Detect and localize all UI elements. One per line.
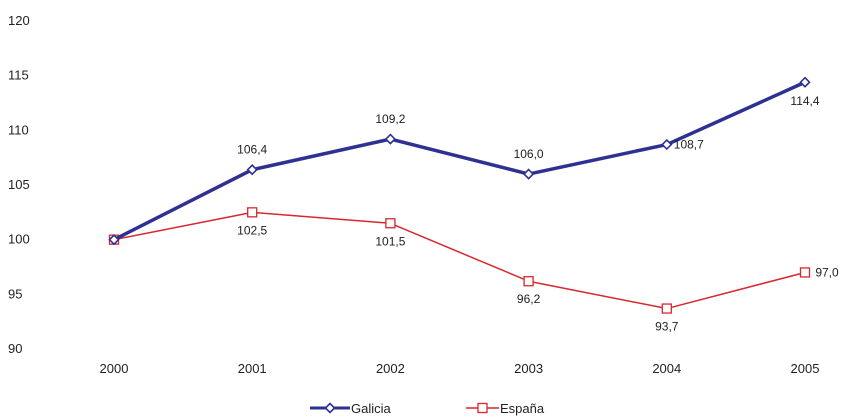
series-line bbox=[113, 80, 806, 242]
data-point-marker bbox=[247, 207, 258, 218]
legend-label: España bbox=[500, 401, 545, 416]
y-tick-label: 90 bbox=[8, 341, 22, 356]
data-point-marker bbox=[246, 164, 258, 176]
data-point-marker bbox=[477, 402, 488, 414]
y-tick-label: 100 bbox=[8, 232, 30, 247]
y-tick-label: 110 bbox=[8, 122, 29, 137]
x-tick-label: 2000 bbox=[100, 361, 129, 376]
data-point-marker bbox=[385, 218, 396, 229]
data-label: 106,4 bbox=[237, 143, 267, 157]
data-label: 93,7 bbox=[655, 320, 679, 334]
x-tick-label: 2004 bbox=[652, 361, 681, 376]
data-label: 101,5 bbox=[375, 234, 405, 248]
data-point-marker bbox=[661, 303, 672, 314]
series-galicia: 106,4 109,2 106,0 108,7 114,4 bbox=[108, 76, 820, 246]
data-label: 97,0 bbox=[815, 265, 839, 279]
legend-label: Galicia bbox=[351, 401, 392, 416]
data-label: 109,2 bbox=[375, 112, 405, 126]
data-point-marker bbox=[384, 133, 397, 145]
data-label: 96,2 bbox=[517, 292, 541, 306]
data-label: 102,5 bbox=[237, 223, 267, 237]
data-point-marker bbox=[523, 276, 534, 287]
data-label: 114,4 bbox=[790, 94, 819, 108]
series-layer: 102,5 101,5 96,2 93,7 97,0 106,4 109,2 106,0 108… bbox=[108, 76, 839, 334]
y-tick-label: 115 bbox=[8, 68, 29, 83]
series-espana: 102,5 101,5 96,2 93,7 97,0 bbox=[108, 207, 839, 334]
y-tick-label: 105 bbox=[8, 177, 30, 192]
y-axis: 90 95 100 105 110 115 120 bbox=[8, 13, 30, 356]
data-point-marker bbox=[661, 138, 673, 151]
x-tick-label: 2003 bbox=[514, 361, 543, 376]
legend-item-galicia: Galicia bbox=[310, 401, 392, 416]
data-label: 106,0 bbox=[514, 147, 544, 161]
y-tick-label: 95 bbox=[8, 286, 22, 301]
data-point-marker bbox=[324, 402, 336, 414]
y-tick-label: 120 bbox=[8, 13, 30, 28]
data-point-marker bbox=[799, 76, 811, 88]
data-point-marker bbox=[522, 168, 535, 180]
data-point-marker bbox=[799, 267, 811, 278]
x-tick-label: 2001 bbox=[238, 361, 267, 376]
x-tick-label: 2002 bbox=[376, 361, 405, 376]
x-axis: 2000 2001 2002 2003 2004 2005 bbox=[100, 361, 820, 376]
legend-item-espana: España bbox=[466, 401, 545, 416]
legend: Galicia España bbox=[310, 401, 545, 416]
data-point-marker bbox=[108, 234, 120, 246]
x-tick-label: 2005 bbox=[791, 361, 820, 376]
data-label: 108,7 bbox=[674, 138, 704, 152]
series-line bbox=[113, 211, 806, 310]
